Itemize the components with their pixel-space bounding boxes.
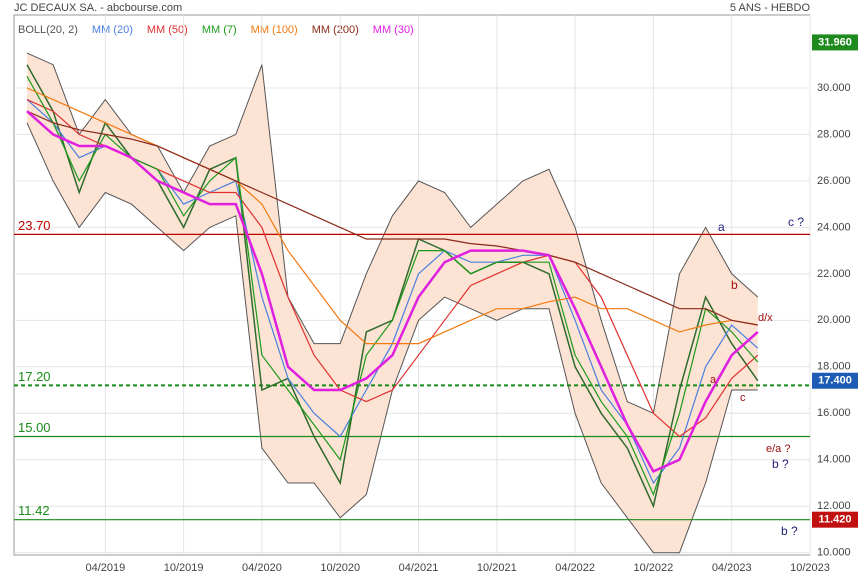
level-label: 15.00 [18, 420, 51, 435]
x-tick-label: 04/2023 [712, 562, 752, 574]
y-tick-label: 10.000 [817, 547, 851, 559]
ma-line [26, 76, 759, 497]
x-tick-label: 10/2022 [634, 562, 674, 574]
legend-entry: MM (30) [373, 24, 414, 36]
period-label: 5 ANS - HEBDO [730, 2, 811, 14]
level-label: 17.20 [18, 369, 51, 384]
legend-entry: MM (50) [147, 24, 188, 36]
x-tick-label: 04/2019 [85, 562, 125, 574]
y-tick-label: 18.000 [817, 361, 851, 373]
legend-entry: MM (200) [312, 24, 359, 36]
annotation: c ? [788, 215, 804, 229]
y-tick-label: 24.000 [817, 221, 851, 233]
level-label: 11.42 [18, 503, 50, 518]
legend: BOLL(20, 2) MM (20) MM (50) MM (7) MM (100) M… [18, 24, 414, 36]
chart-title: JC DECAUX SA. - abcbourse.com [14, 2, 182, 14]
price-marker-label: 31.960 [818, 36, 852, 48]
annotation: a [710, 374, 717, 386]
x-tick-label: 10/2023 [790, 562, 830, 574]
price-marker-label: 17.400 [818, 375, 852, 387]
legend-entry: MM (100) [251, 24, 298, 36]
x-tick-label: 04/2022 [555, 562, 595, 574]
annotation: c [740, 392, 746, 404]
bollinger-band [27, 53, 758, 553]
annotation: d/x [758, 312, 773, 324]
ma-line [26, 110, 759, 474]
ma-line [26, 87, 758, 345]
x-tick-label: 10/2020 [320, 562, 360, 574]
annotation: b ? [781, 524, 798, 538]
annotation: e/a ? [766, 443, 790, 455]
y-tick-label: 20.000 [817, 314, 851, 326]
x-tick-label: 04/2020 [242, 562, 282, 574]
x-tick-label: 10/2019 [164, 562, 204, 574]
ma-line [26, 110, 758, 326]
price-marker [812, 372, 858, 389]
price-marker [812, 34, 858, 51]
legend-entry: BOLL(20, 2) [18, 24, 78, 36]
price-marker-label: 11.420 [818, 514, 851, 526]
level-label: 23.70 [18, 218, 51, 233]
legend-entry: MM (7) [202, 24, 237, 36]
annotation: b [731, 278, 738, 292]
y-tick-label: 22.000 [817, 268, 851, 280]
x-tick-label: 10/2021 [477, 562, 517, 574]
y-tick-label: 28.000 [817, 128, 851, 140]
y-tick-label: 16.000 [817, 407, 851, 419]
legend-entry: MM (20) [92, 24, 133, 36]
annotation: a [718, 220, 725, 234]
y-tick-label: 30.000 [817, 82, 851, 94]
x-tick-label: 04/2021 [399, 562, 439, 574]
marks: 23.70 17.20 15.00 11.42 [14, 15, 811, 555]
y-tick-label: 14.000 [817, 454, 851, 466]
y-tick-label: 12.000 [817, 500, 851, 512]
price-marker [812, 511, 858, 528]
annotation: b ? [772, 457, 789, 471]
y-tick-label: 26.000 [817, 175, 851, 187]
